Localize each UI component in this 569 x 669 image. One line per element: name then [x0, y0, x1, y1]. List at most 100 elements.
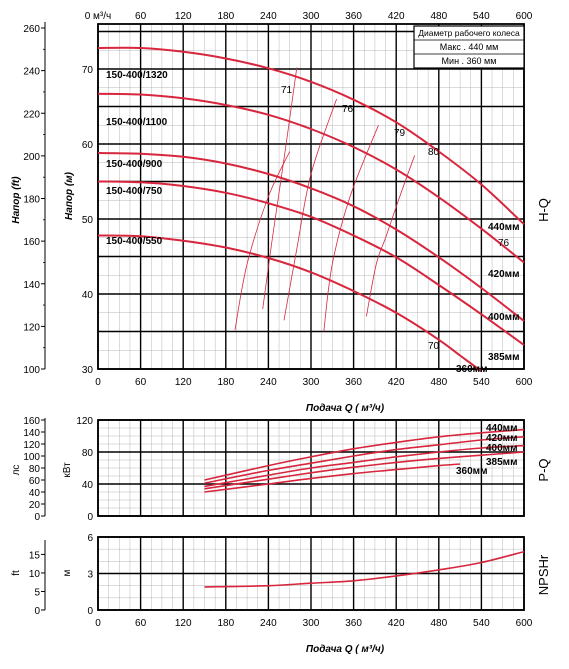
npsh-side-label: NPSHr [536, 554, 551, 595]
model-label: 150-400/750 [106, 186, 163, 197]
hq-side-label: H-Q [536, 198, 551, 222]
y-tick-label-ft: 240 [23, 67, 40, 78]
x-top-tick-label: 60 [135, 11, 147, 22]
y-tick-label-kw: 40 [82, 480, 94, 491]
pq-series-label: 420мм [486, 433, 517, 444]
pq-frame [97, 419, 525, 517]
efficiency-curve [262, 67, 298, 310]
npsh-x-tick-label: 540 [473, 618, 490, 629]
y-tick-label-npsh-m: 3 [87, 570, 93, 581]
pq-series-label: 400мм [486, 443, 517, 454]
hq-curve [97, 46, 525, 226]
efficiency-value-label: 70 [428, 341, 440, 352]
y-tick-label-ft: 260 [23, 24, 40, 35]
y-tick-label-m: 50 [82, 215, 94, 226]
hq-series-label: 360мм [456, 364, 487, 375]
pq-curve [204, 428, 525, 481]
pq-side-label: P-Q [536, 458, 551, 481]
model-label: 150-400/900 [106, 159, 163, 170]
x-top-tick-label: 360 [345, 11, 362, 22]
x-tick-label: 180 [217, 377, 234, 388]
x-top-tick-label: 0 м³/ч [85, 11, 112, 22]
efficiency-value-label: 76 [342, 104, 354, 115]
hq-y-axis-title-m: Напор (м) [64, 171, 75, 220]
efficiency-curve [323, 125, 379, 332]
x-top-tick-label: 300 [303, 11, 320, 22]
y-tick-label-ft: 160 [23, 237, 40, 248]
x-top-tick-label: 420 [388, 11, 405, 22]
npsh-x-tick-label: 180 [217, 618, 234, 629]
hq-frame [97, 23, 525, 370]
y-tick-label-hp: 100 [23, 452, 40, 463]
y-tick-label-hp: 80 [29, 464, 41, 475]
y-tick-label-npsh-ft: 5 [34, 587, 40, 598]
pq-curve [204, 444, 525, 488]
pq-y-axis-title-kw: кВт [62, 462, 73, 478]
y-tick-label-ft: 140 [23, 280, 40, 291]
x-tick-label: 60 [135, 377, 147, 388]
y-tick-label-m: 70 [82, 65, 94, 76]
diameter-legend-box [413, 25, 525, 69]
pq-curve [204, 463, 461, 493]
y-tick-label-ft: 180 [23, 195, 40, 206]
x-tick-label: 0 [95, 377, 101, 388]
hq-curve [97, 180, 525, 346]
x-tick-label: 480 [430, 377, 447, 388]
x-tick-label: 240 [260, 377, 277, 388]
y-tick-label-ft: 200 [23, 152, 40, 163]
efficiency-value-label: 76 [498, 238, 510, 249]
x-tick-label: 300 [303, 377, 320, 388]
efficiency-value-label: 79 [394, 128, 406, 139]
npsh-x-tick-label: 480 [430, 618, 447, 629]
y-tick-label-hp: 140 [23, 428, 40, 439]
x-top-tick-label: 180 [217, 11, 234, 22]
hq-curve [97, 234, 482, 373]
y-tick-label-kw: 120 [76, 416, 93, 427]
npsh-x-tick-label: 300 [303, 618, 320, 629]
diameter-legend-min: Мин . 360 мм [442, 56, 497, 66]
y-tick-label-npsh-ft: 15 [29, 550, 41, 561]
npsh-panel: 0 3 6 м 0 5 10 15 ft NPSHr 0 60 120 180 240 300 360 420 48… [11, 533, 551, 655]
hq-series-label: 385мм [488, 352, 519, 363]
y-tick-label-m: 30 [82, 365, 94, 376]
efficiency-curve [234, 151, 291, 331]
x-top-tick-label: 540 [473, 11, 490, 22]
y-tick-label-hp: 60 [29, 476, 41, 487]
hq-series-label: 400мм [488, 312, 519, 323]
npsh-x-tick-label: 0 [95, 618, 101, 629]
y-tick-label-hp: 160 [23, 416, 40, 427]
y-tick-label-ft: 220 [23, 109, 40, 120]
hq-x-axis-title: Подача Q ( м³/ч) [306, 403, 385, 414]
pq-curve [204, 436, 525, 484]
y-tick-label-hp: 120 [23, 440, 40, 451]
efficiency-curve [366, 155, 416, 317]
y-tick-label-npsh-ft: 10 [29, 569, 41, 580]
npsh-x-tick-label: 60 [135, 618, 147, 629]
y-tick-label-kw: 80 [82, 448, 94, 459]
hq-curve [97, 92, 525, 264]
hq-series-label: 440мм [488, 222, 519, 233]
y-tick-label-npsh-ft: 0 [34, 606, 40, 617]
pq-y-axis-title-hp: лс [11, 465, 22, 476]
y-tick-label-npsh-m: 0 [87, 606, 93, 617]
pq-series-label: 385мм [486, 457, 517, 468]
pq-series-label: 440мм [486, 423, 517, 434]
y-tick-label-ft: 120 [23, 322, 40, 333]
x-top-tick-label: 600 [516, 11, 533, 22]
y-tick-label-ft: 100 [23, 365, 40, 376]
x-tick-label: 420 [388, 377, 405, 388]
npsh-frame [97, 536, 525, 611]
efficiency-curve [283, 98, 337, 321]
npsh-curve [204, 550, 525, 588]
model-label: 150-400/1320 [106, 70, 168, 81]
y-tick-label-kw: 0 [87, 512, 93, 523]
npsh-y-axis-title-m: м [62, 569, 73, 576]
pq-series-label: 360мм [456, 466, 487, 477]
efficiency-value-label: 71 [281, 85, 293, 96]
y-tick-label-npsh-m: 6 [87, 533, 93, 544]
model-label: 150-400/1100 [106, 117, 168, 128]
model-label: 150-400/550 [106, 236, 163, 247]
npsh-x-axis-title: Подача Q ( м³/ч) [306, 644, 385, 655]
